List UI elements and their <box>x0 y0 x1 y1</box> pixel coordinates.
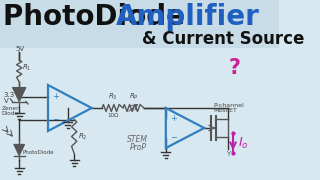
Text: PhotoDiode: PhotoDiode <box>23 150 54 154</box>
Text: STEM: STEM <box>127 136 148 145</box>
Text: PhotoDiode: PhotoDiode <box>3 3 194 31</box>
Polygon shape <box>12 87 26 102</box>
Text: ProP: ProP <box>129 143 147 152</box>
Text: Zener: Zener <box>2 105 19 111</box>
Text: V: V <box>4 98 8 104</box>
FancyBboxPatch shape <box>0 0 279 48</box>
Text: −: − <box>52 115 60 124</box>
Polygon shape <box>14 144 25 156</box>
Text: Amplifier: Amplifier <box>116 3 260 31</box>
Text: $R_2$: $R_2$ <box>78 131 87 142</box>
Text: P-channel: P-channel <box>214 103 244 108</box>
Text: 3.3: 3.3 <box>4 92 15 98</box>
Text: $R_3$: $R_3$ <box>108 92 117 102</box>
Text: $I_o$: $I_o$ <box>238 135 249 150</box>
Text: +: + <box>170 114 177 123</box>
Text: $R_P$: $R_P$ <box>129 92 139 102</box>
Text: & Current Source: & Current Source <box>142 30 305 48</box>
Text: $R_1$: $R_1$ <box>22 63 31 73</box>
Text: 10Ω: 10Ω <box>107 113 118 118</box>
Text: MosFET: MosFET <box>214 108 238 113</box>
Text: +: + <box>52 92 59 101</box>
Text: ?: ? <box>229 58 241 78</box>
Text: Y: Y <box>226 151 230 157</box>
Text: Diode: Diode <box>2 111 19 116</box>
Text: 5V: 5V <box>16 46 25 52</box>
Text: −: − <box>170 134 177 143</box>
